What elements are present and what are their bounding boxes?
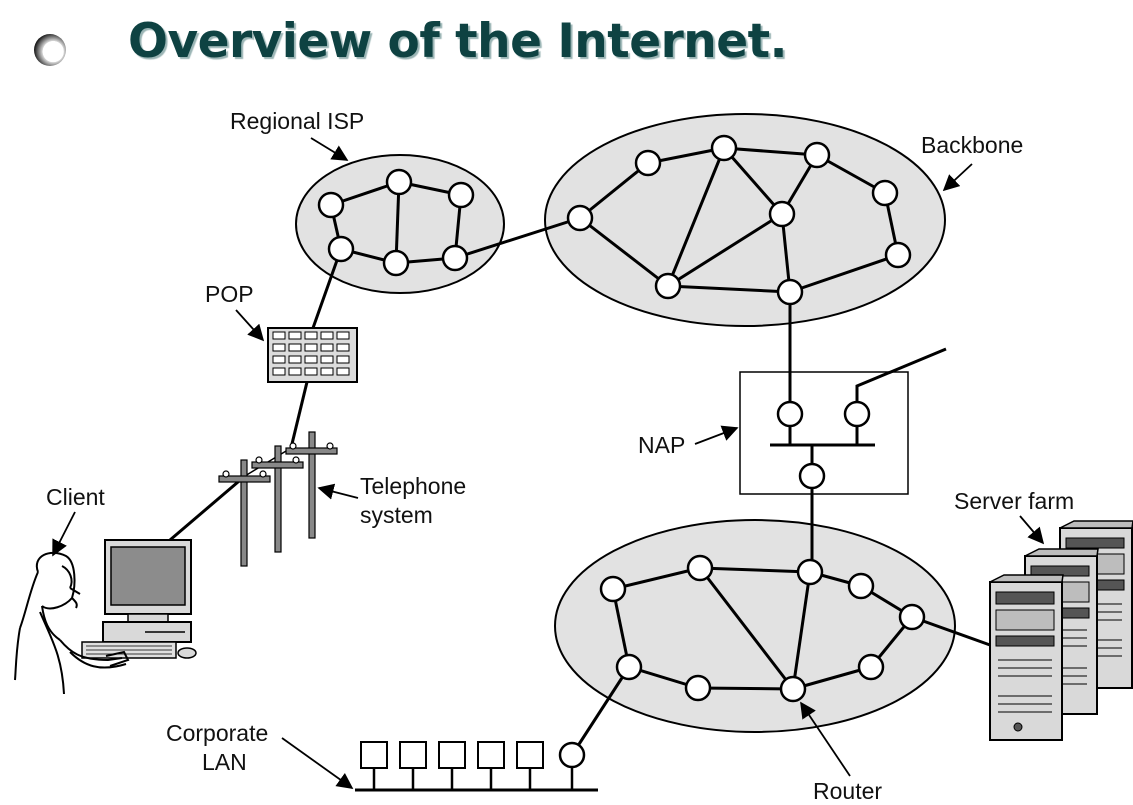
router-nodes <box>317 134 926 703</box>
router-label: Router <box>813 778 882 804</box>
router-node <box>327 235 355 263</box>
router-node <box>884 241 912 269</box>
router-node <box>447 181 475 209</box>
router-node <box>317 191 345 219</box>
corporate-lan-label: Corporate <box>166 720 268 746</box>
server-farm-label: Server farm <box>954 488 1074 514</box>
router-node <box>898 603 926 631</box>
corporate-lan <box>355 741 598 792</box>
pop-label: POP <box>205 281 254 307</box>
telephone-system-label: Telephone <box>360 473 466 499</box>
router-node <box>385 168 413 196</box>
router-node <box>871 179 899 207</box>
router-node <box>710 134 738 162</box>
pop-icon <box>267 327 358 383</box>
corporate-network-cloud <box>554 519 956 733</box>
router-node <box>798 462 826 490</box>
router-node <box>615 653 643 681</box>
router-node <box>857 653 885 681</box>
lan-host-icon <box>477 741 505 769</box>
router-node <box>768 200 796 228</box>
router-node <box>382 249 410 277</box>
router-node <box>776 400 804 428</box>
router-node <box>847 572 875 600</box>
pointer-arrows <box>52 137 1045 789</box>
regional-isp-label: Regional ISP <box>230 108 364 134</box>
router-node <box>843 400 871 428</box>
access-links <box>169 248 343 542</box>
corporate-network-links <box>570 566 991 756</box>
router-node <box>558 741 586 769</box>
router-node <box>441 244 469 272</box>
lan-host-icon <box>399 741 427 769</box>
slide-title: Overview of the Internet. <box>128 14 787 69</box>
server-icon <box>989 520 1133 741</box>
router-node <box>634 149 662 177</box>
lan-host-icon <box>438 741 466 769</box>
backbone-cloud <box>544 113 946 327</box>
router-node <box>779 675 807 703</box>
router-node <box>796 558 824 586</box>
corporate-lan-label-2: LAN <box>202 749 247 775</box>
client-label: Client <box>46 484 105 510</box>
backbone-label: Backbone <box>921 132 1023 158</box>
router-node <box>684 674 712 702</box>
router-node <box>776 278 804 306</box>
telephone-system-label-2: system <box>360 502 433 528</box>
telephone-pole-icon <box>218 431 338 567</box>
nap-label: NAP <box>638 432 685 458</box>
user-icon <box>14 551 130 695</box>
router-node <box>686 554 714 582</box>
router-node <box>654 272 682 300</box>
bullet-icon <box>34 34 66 66</box>
computer-icon <box>81 539 197 659</box>
router-node <box>803 141 831 169</box>
router-node <box>566 204 594 232</box>
lan-host-icon <box>516 741 544 769</box>
lan-host-icon <box>360 741 388 769</box>
router-node <box>599 575 627 603</box>
nap-box <box>739 371 909 495</box>
